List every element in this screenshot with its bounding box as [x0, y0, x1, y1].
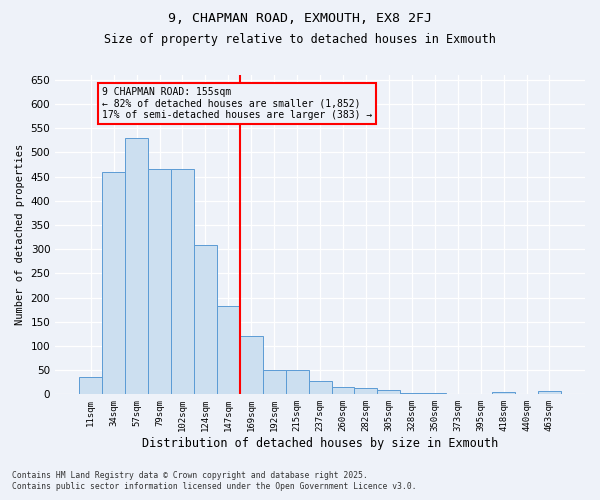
- Bar: [194, 246, 217, 394]
- Text: 9 CHAPMAN ROAD: 155sqm
← 82% of detached houses are smaller (1,852)
17% of semi-: 9 CHAPMAN ROAD: 155sqm ← 82% of detached…: [102, 87, 373, 120]
- Text: Contains HM Land Registry data © Crown copyright and database right 2025.: Contains HM Land Registry data © Crown c…: [12, 470, 368, 480]
- X-axis label: Distribution of detached houses by size in Exmouth: Distribution of detached houses by size …: [142, 437, 498, 450]
- Bar: [538, 392, 561, 394]
- Bar: [125, 138, 148, 394]
- Text: Size of property relative to detached houses in Exmouth: Size of property relative to detached ho…: [104, 32, 496, 46]
- Y-axis label: Number of detached properties: Number of detached properties: [15, 144, 25, 326]
- Bar: [308, 382, 332, 394]
- Bar: [332, 387, 355, 394]
- Bar: [102, 172, 125, 394]
- Bar: [240, 336, 263, 394]
- Text: Contains public sector information licensed under the Open Government Licence v3: Contains public sector information licen…: [12, 482, 416, 491]
- Bar: [171, 170, 194, 394]
- Bar: [148, 170, 171, 394]
- Bar: [492, 392, 515, 394]
- Bar: [217, 306, 240, 394]
- Bar: [400, 393, 423, 394]
- Bar: [263, 370, 286, 394]
- Text: 9, CHAPMAN ROAD, EXMOUTH, EX8 2FJ: 9, CHAPMAN ROAD, EXMOUTH, EX8 2FJ: [168, 12, 432, 26]
- Bar: [355, 388, 377, 394]
- Bar: [286, 370, 308, 394]
- Bar: [377, 390, 400, 394]
- Bar: [79, 378, 102, 394]
